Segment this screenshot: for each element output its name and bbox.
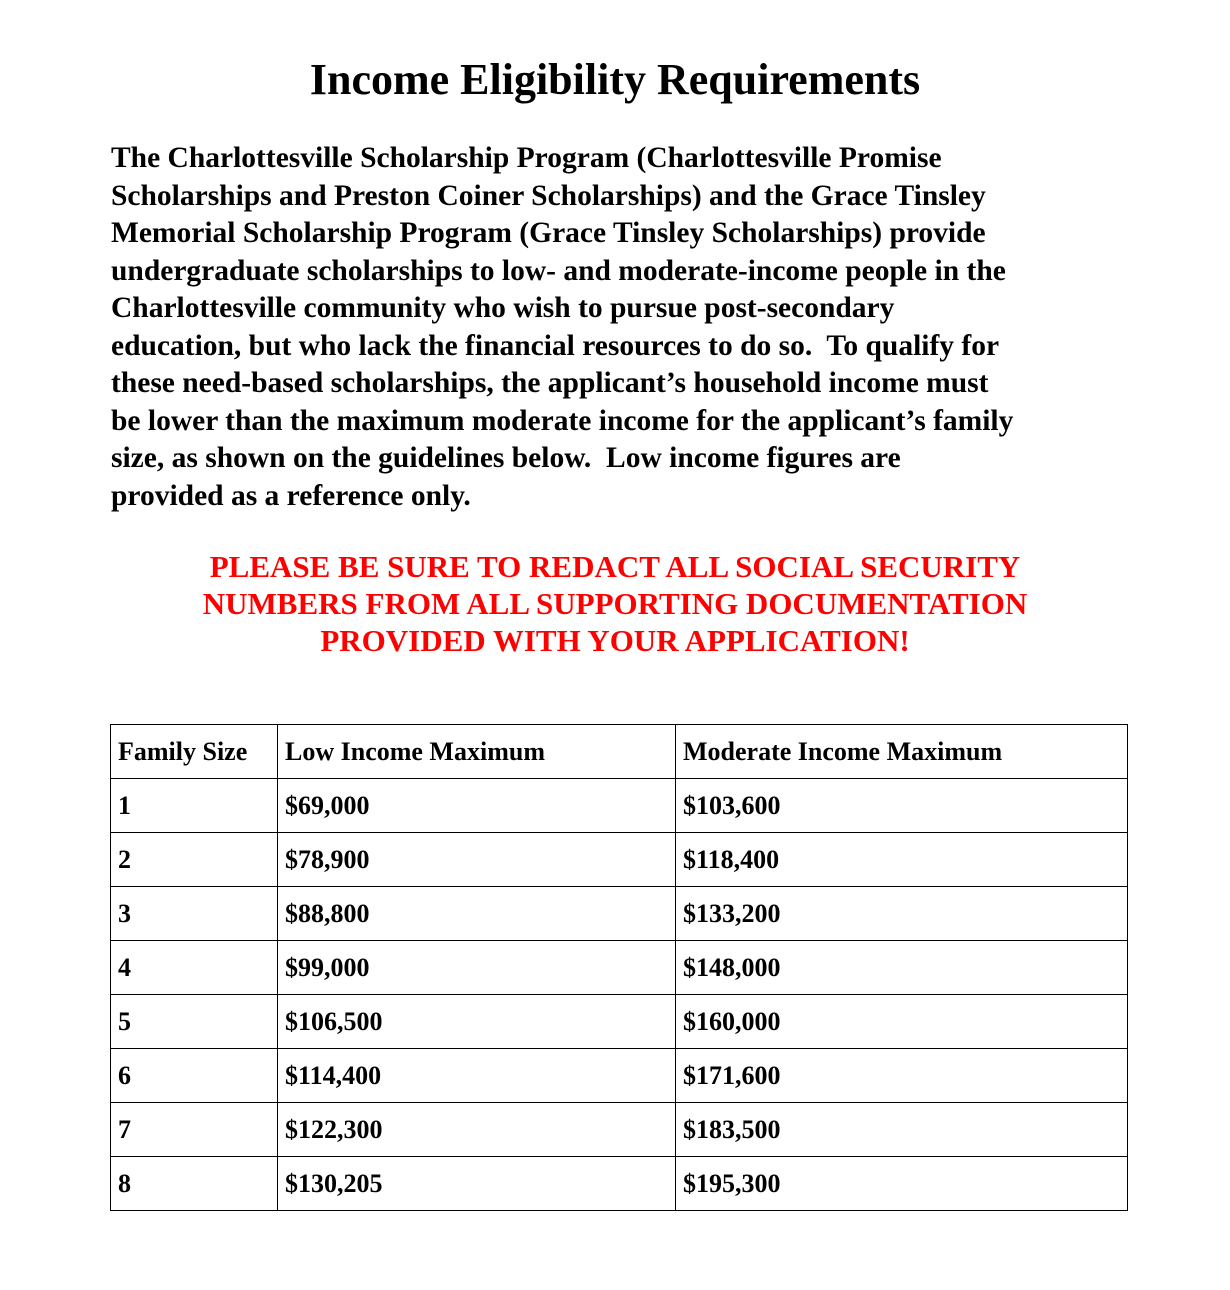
table-row: 4 $99,000 $148,000 bbox=[110, 940, 1128, 995]
intro-line: size, as shown on the guidelines below. … bbox=[111, 442, 901, 474]
moderate-income-cell: $160,000 bbox=[675, 994, 1128, 1049]
intro-paragraph: The Charlottesville Scholarship Program … bbox=[111, 140, 1161, 515]
family-size-cell: 1 bbox=[110, 778, 278, 833]
family-size-cell: 3 bbox=[110, 886, 278, 941]
intro-line: undergraduate scholarships to low- and m… bbox=[111, 254, 1006, 287]
low-income-cell: $69,000 bbox=[277, 778, 676, 833]
low-income-cell: $99,000 bbox=[277, 940, 676, 995]
family-size-cell: 4 bbox=[110, 940, 278, 995]
moderate-income-cell: $183,500 bbox=[675, 1102, 1128, 1157]
family-size-cell: 2 bbox=[110, 832, 278, 887]
page-title: Income Eligibility Requirements bbox=[309, 55, 921, 104]
table-row: 8 $130,205 $195,300 bbox=[110, 1156, 1128, 1211]
table-row: 3 $88,800 $133,200 bbox=[110, 886, 1128, 941]
intro-line: Scholarships and Preston Coiner Scholars… bbox=[111, 179, 986, 212]
low-income-cell: $122,300 bbox=[277, 1102, 676, 1157]
family-size-cell: 6 bbox=[110, 1048, 278, 1103]
intro-line: Memorial Scholarship Program (Grace Tins… bbox=[111, 217, 986, 249]
low-income-cell: $88,800 bbox=[277, 886, 676, 941]
moderate-income-cell: $103,600 bbox=[675, 778, 1128, 833]
intro-line: be lower than the maximum moderate incom… bbox=[111, 404, 1014, 437]
moderate-income-cell: $195,300 bbox=[675, 1156, 1128, 1211]
low-income-cell: $114,400 bbox=[277, 1048, 676, 1103]
low-income-cell: $130,205 bbox=[277, 1156, 676, 1211]
intro-line: Charlottesville community who wish to pu… bbox=[111, 292, 895, 324]
header-low-income: Low Income Maximum bbox=[277, 724, 676, 779]
moderate-income-cell: $133,200 bbox=[675, 886, 1128, 941]
moderate-income-cell: $118,400 bbox=[675, 832, 1128, 887]
family-size-cell: 7 bbox=[110, 1102, 278, 1157]
low-income-cell: $106,500 bbox=[277, 994, 676, 1049]
header-family-size: Family Size bbox=[110, 724, 278, 779]
moderate-income-cell: $171,600 bbox=[675, 1048, 1128, 1103]
header-moderate-income: Moderate Income Maximum bbox=[675, 724, 1128, 779]
warning-line: NUMBERS FROM ALL SUPPORTING DOCUMENTATIO… bbox=[202, 586, 1028, 621]
table-row: 5 $106,500 $160,000 bbox=[110, 994, 1128, 1049]
intro-line: The Charlottesville Scholarship Program … bbox=[111, 142, 942, 174]
low-income-cell: $78,900 bbox=[277, 832, 676, 887]
family-size-cell: 8 bbox=[110, 1156, 278, 1211]
table-row: 7 $122,300 $183,500 bbox=[110, 1102, 1128, 1157]
family-size-cell: 5 bbox=[110, 994, 278, 1049]
intro-line: these need-based scholarships, the appli… bbox=[111, 367, 989, 399]
intro-line: education, but who lack the financial re… bbox=[111, 329, 1000, 362]
table-header-row: Family Size Low Income Maximum Moderate … bbox=[110, 724, 1128, 779]
table-row: 6 $114,400 $171,600 bbox=[110, 1048, 1128, 1103]
redaction-warning: PLEASE BE SURE TO REDACT ALL SOCIAL SECU… bbox=[0, 548, 1230, 659]
warning-line: PLEASE BE SURE TO REDACT ALL SOCIAL SECU… bbox=[209, 549, 1021, 584]
intro-line: provided as a reference only. bbox=[111, 479, 471, 512]
table-row: 2 $78,900 $118,400 bbox=[110, 832, 1128, 887]
income-table: Family Size Low Income Maximum Moderate … bbox=[110, 724, 1128, 1211]
table-row: 1 $69,000 $103,600 bbox=[110, 778, 1128, 833]
warning-line: PROVIDED WITH YOUR APPLICATION! bbox=[320, 623, 910, 658]
moderate-income-cell: $148,000 bbox=[675, 940, 1128, 995]
